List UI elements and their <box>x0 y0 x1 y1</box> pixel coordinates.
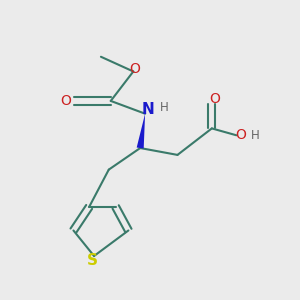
Text: O: O <box>235 128 246 142</box>
Text: O: O <box>129 61 140 76</box>
Polygon shape <box>137 114 145 148</box>
Text: O: O <box>61 94 72 108</box>
Text: H: H <box>160 101 169 114</box>
Text: O: O <box>209 92 220 106</box>
Text: N: N <box>142 102 154 117</box>
Text: S: S <box>87 253 98 268</box>
Text: H: H <box>251 129 260 142</box>
